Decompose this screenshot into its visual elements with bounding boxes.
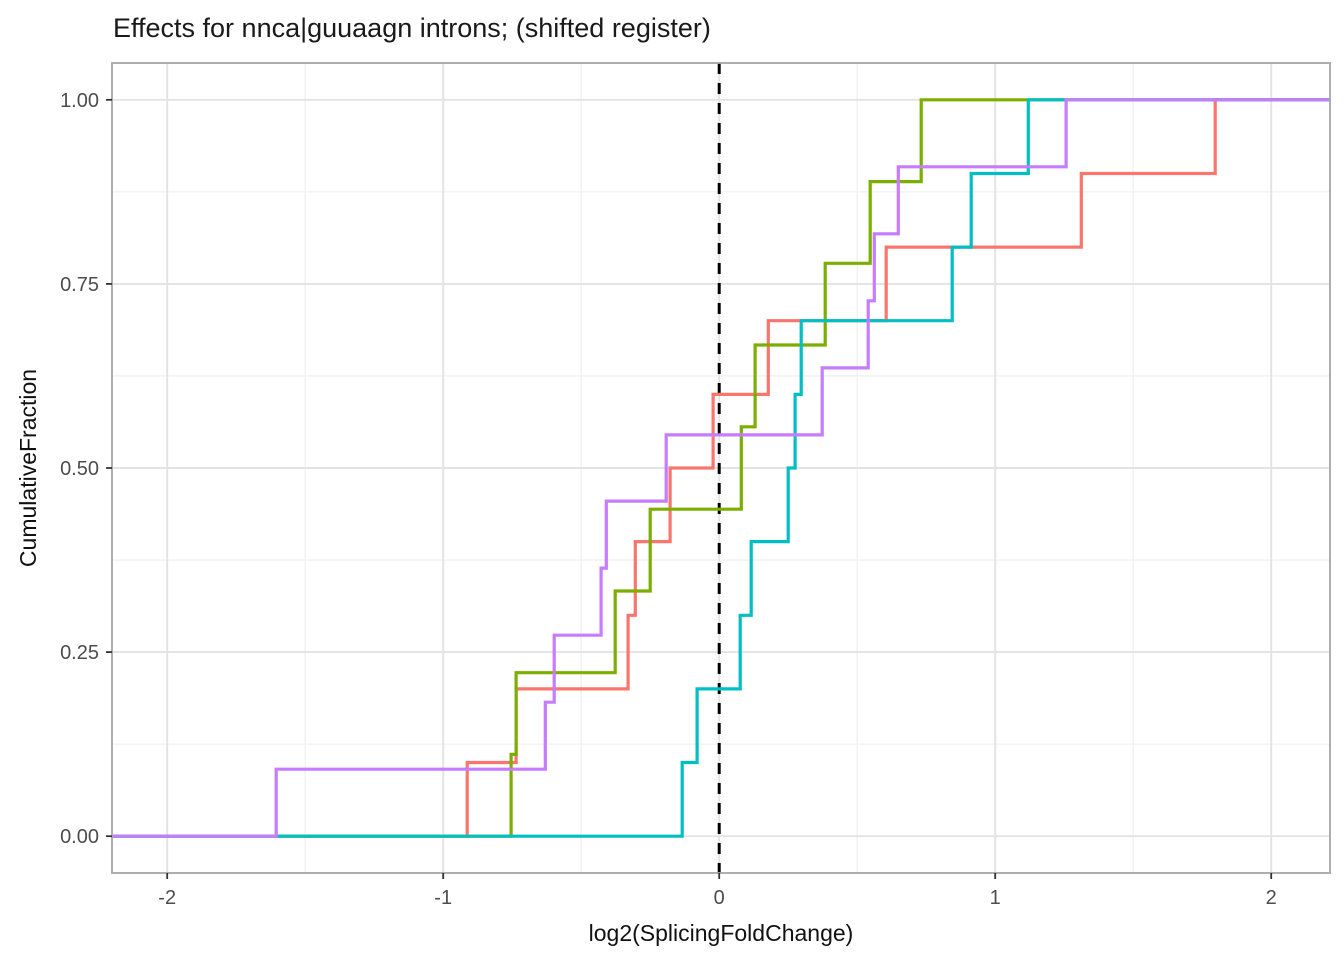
y-tick-label: 0.75 <box>60 274 99 296</box>
y-axis-title: CumulativeFraction <box>15 369 41 567</box>
ecdf-curve-series-green <box>112 98 1330 838</box>
minor-gridlines <box>112 63 1330 873</box>
y-tick-label: 0.25 <box>60 642 99 664</box>
ecdf-curves-layer <box>112 98 1330 838</box>
x-tick-label: 1 <box>990 887 1001 909</box>
y-tick-label: 1.00 <box>60 90 99 112</box>
x-tick-label: -2 <box>158 887 176 909</box>
x-axis-title: log2(SplicingFoldChange) <box>589 920 854 946</box>
major-gridlines <box>112 63 1330 873</box>
y-tick-label: 0.00 <box>60 826 99 848</box>
ecdf-curve-series-teal <box>112 98 1330 838</box>
x-tick-label: -1 <box>434 887 452 909</box>
x-tick-label: 0 <box>714 887 725 909</box>
tick-labels-layer: -2 -1 0 1 2 0.00 0.25 0.50 0.75 1.00 <box>60 90 1277 909</box>
x-tick-label: 2 <box>1266 887 1277 909</box>
ecdf-curve-series-purple <box>112 98 1330 838</box>
axis-ticks-layer <box>106 98 1273 879</box>
plot-title: Effects for nnca|guuaagn introns; (shift… <box>113 13 711 43</box>
y-tick-label: 0.50 <box>60 458 99 480</box>
